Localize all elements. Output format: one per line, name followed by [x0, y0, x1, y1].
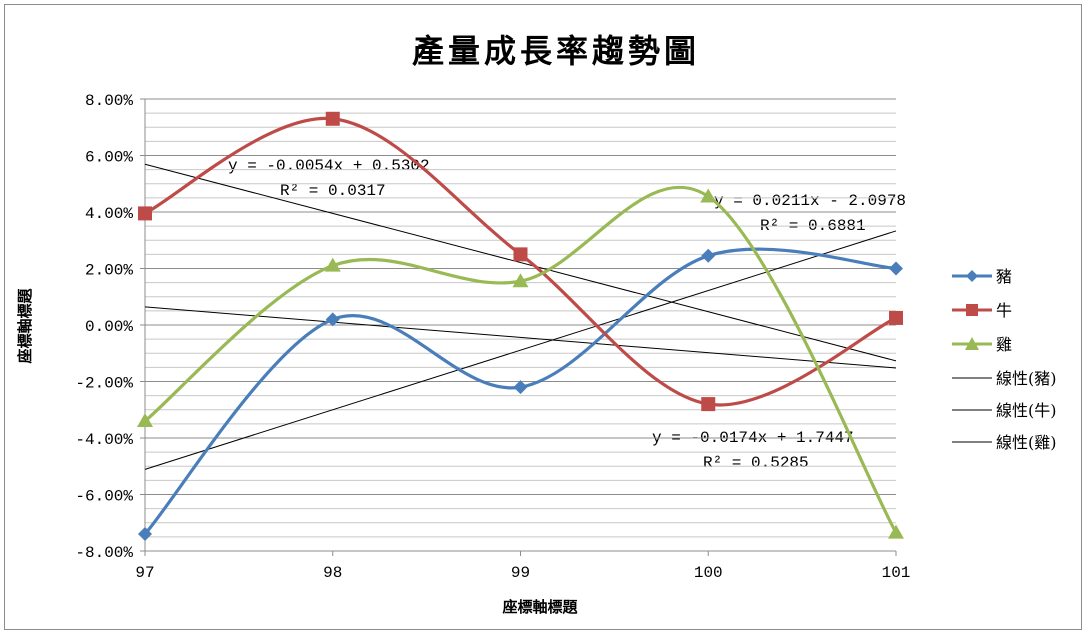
legend-label-pig: 豬 — [996, 267, 1012, 286]
trendline-r2-chicken: R² = 0.0317 — [280, 182, 386, 200]
data-point-cattle — [138, 206, 152, 221]
data-point-pig — [513, 380, 528, 395]
legend-label-trend-cattle: 線性(牛) — [996, 401, 1057, 420]
series-cattle — [138, 111, 903, 412]
trendline-cattle — [144, 163, 897, 362]
legend-marker-cattle — [966, 304, 978, 316]
data-point-pig — [701, 248, 716, 263]
data-point-pig — [138, 527, 152, 542]
x-tick-label: 97 — [135, 564, 154, 582]
chart-title: 產量成長率趨勢圖 — [412, 32, 700, 70]
legend-item-pig: 豬 — [952, 267, 1012, 286]
trendline-equation-pig: y = 0.0211x - 2.0978 — [714, 192, 906, 210]
legend-item-chicken: 雞 — [952, 335, 1012, 354]
y-tick-label: 0.00% — [85, 318, 133, 336]
data-point-cattle — [325, 111, 340, 126]
trendline-r2-cattle: R² = 0.5285 — [703, 454, 809, 472]
axes: -8.00% -6.00% -4.00% -2.00% 0.00% 2.00% 4.00% 6… — [75, 92, 910, 582]
legend-label-chicken: 雞 — [996, 335, 1012, 354]
legend-label-cattle: 牛 — [996, 301, 1012, 320]
data-point-pig — [325, 312, 340, 327]
legend-marker-chicken — [965, 337, 979, 350]
legend-marker-pig — [966, 270, 978, 282]
legend-item-trend-pig: 線性(豬) — [952, 369, 1057, 388]
x-tick-label: 100 — [694, 564, 723, 582]
y-tick-label: -8.00% — [75, 544, 133, 562]
y-tick-label: -6.00% — [75, 488, 133, 506]
legend-label-trend-chicken: 線性(雞) — [996, 433, 1057, 452]
y-tick-label: -4.00% — [75, 431, 133, 449]
legend-item-trend-chicken: 線性(雞) — [952, 433, 1057, 452]
data-point-chicken — [700, 188, 717, 203]
x-tick-label: 99 — [511, 564, 530, 582]
legend: 豬 牛 雞 線性(豬) 線性(牛) 線性(雞) — [952, 267, 1057, 452]
data-point-pig — [889, 261, 903, 276]
trendlines — [144, 163, 897, 470]
legend-label-trend-pig: 線性(豬) — [996, 369, 1057, 388]
series-layer — [137, 111, 904, 542]
data-point-cattle — [701, 397, 716, 412]
y-axis-title: 座標軸標題 — [16, 288, 34, 365]
x-axis-title: 座標軸標題 — [501, 598, 578, 616]
data-point-chicken — [137, 413, 153, 428]
y-tick-label: 8.00% — [85, 92, 133, 110]
x-tick-label: 98 — [323, 564, 342, 582]
trendline-equation-chicken: y = -0.0054x + 0.5302 — [228, 157, 430, 175]
trendline-pig — [144, 230, 897, 470]
data-point-chicken — [888, 524, 904, 539]
legend-item-cattle: 牛 — [952, 301, 1012, 320]
series-chicken — [137, 185, 904, 539]
data-point-cattle — [513, 247, 528, 262]
y-tick-label: 6.00% — [85, 149, 133, 167]
data-point-chicken — [512, 273, 529, 288]
data-point-cattle — [889, 310, 903, 325]
series-pig — [138, 247, 903, 542]
y-tick-label: 4.00% — [85, 205, 133, 223]
series-line-chicken — [143, 185, 898, 534]
legend-item-trend-cattle: 線性(牛) — [952, 401, 1057, 420]
trendline-chicken — [144, 306, 897, 369]
y-tick-label: -2.00% — [75, 375, 133, 393]
data-point-chicken — [324, 257, 341, 272]
y-tick-label: 2.00% — [85, 262, 133, 280]
x-tick-label: 101 — [882, 564, 911, 582]
